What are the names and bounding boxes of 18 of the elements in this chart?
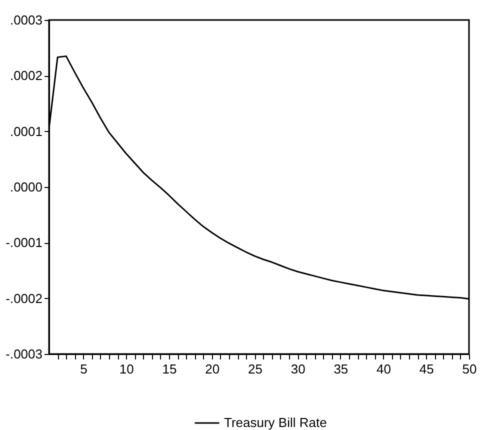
x-tick-label: 30 [290,362,306,376]
x-tick-label: 50 [462,362,477,376]
y-tick-label: -.0002 [6,290,42,306]
x-tick-label: 15 [162,362,177,376]
x-tick-label: 5 [80,362,88,376]
y-tick-label: .0002 [10,68,42,84]
x-tick-label: 45 [419,362,434,376]
x-tick-label: 10 [119,362,134,376]
y-tick-label: .0001 [10,124,42,139]
x-tick-label: 40 [376,362,392,376]
y-tick-label: .0003 [10,12,42,28]
x-tick-label: 25 [248,362,262,376]
x-tick-label: 35 [334,362,348,376]
y-tick-label: -.0001 [6,235,42,250]
x-tick-label: 20 [205,362,220,376]
legend-label: Treasury Bill Rate [224,415,327,430]
y-tick-label: .0000 [10,180,42,194]
y-tick-label: -.0003 [6,346,42,362]
